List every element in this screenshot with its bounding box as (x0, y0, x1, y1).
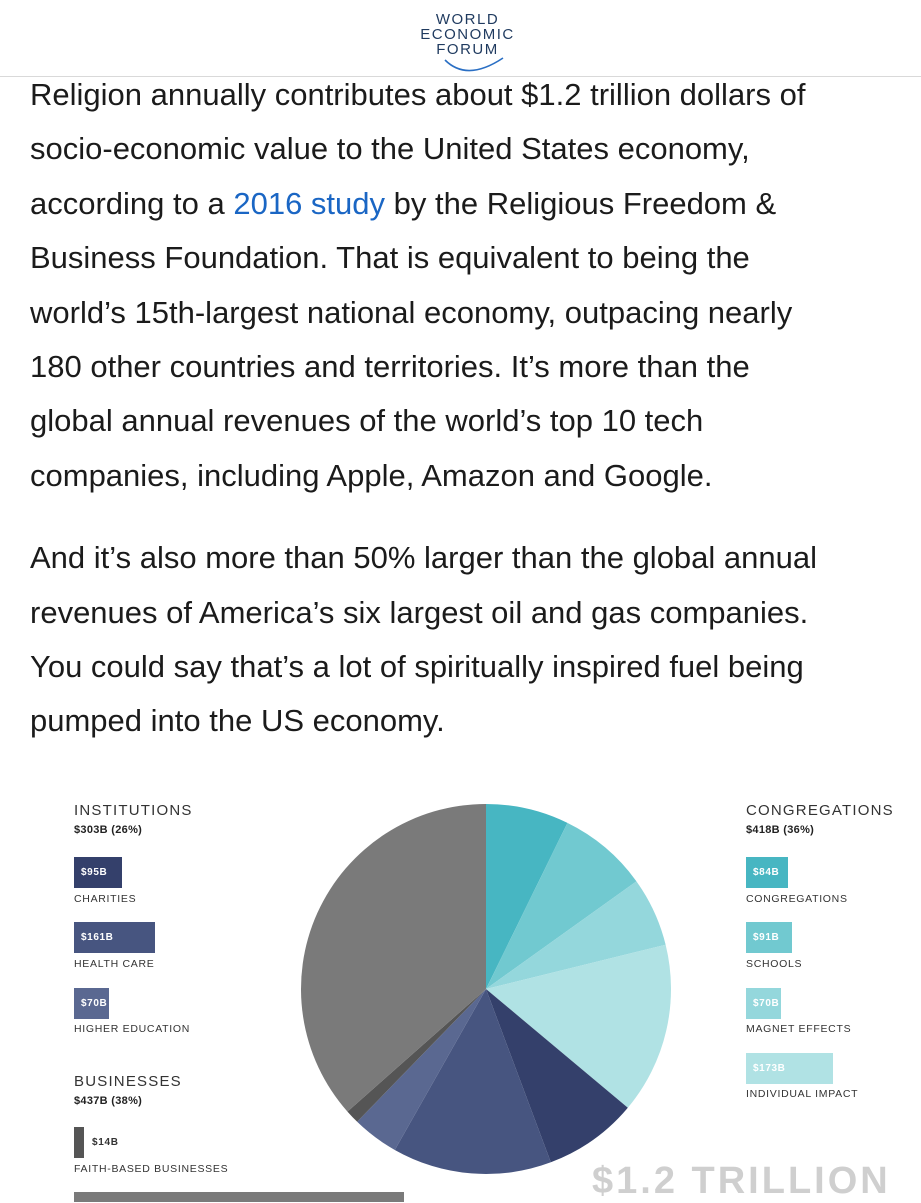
label-magnet-effects: MAGNET EFFECTS (746, 1023, 852, 1035)
bar-faith-based-businesses (74, 1127, 84, 1158)
label-individual-impact: INDIVIDUAL IMPACT (746, 1088, 859, 1100)
pie-svg (301, 804, 671, 1174)
p2-line-4: pumped into the US economy. (30, 703, 445, 739)
bar-value-health-care: $161B (81, 932, 114, 943)
pie-slice-6 (357, 989, 486, 1150)
institutions-heading: INSTITUTIONS (74, 802, 193, 819)
p1-line-4: Business Foundation. That is equivalent … (30, 240, 750, 276)
bar-businesses-partial (74, 1192, 404, 1202)
label-congregations: CONGREGATIONS (746, 893, 848, 905)
bar-schools: $91B (746, 922, 792, 953)
logo-line-1: WORLD (435, 11, 500, 28)
article-body: Religion annually contributes about $1.2… (30, 68, 921, 749)
p1-line-7: global annual revenues of the world’s to… (30, 403, 704, 439)
logo-arc-icon (444, 57, 504, 72)
label-higher-education: HIGHER EDUCATION (74, 1023, 191, 1035)
p1-line-2: socio-economic value to the United State… (30, 131, 750, 167)
pie-slice-1 (486, 822, 637, 989)
label-faith-based-businesses: FAITH-BASED BUSINESSES (74, 1163, 229, 1175)
p2-line-3: You could say that’s a lot of spirituall… (30, 648, 804, 684)
site-header: WORLD ECONOMIC FORUM (0, 0, 921, 77)
p2-line-1: And it’s also more than 50% larger than … (30, 540, 818, 576)
total-label: $1.2 TRILLION (592, 1160, 891, 1202)
bar-higher-education: $70B (74, 988, 109, 1019)
logo-line-3: FORUM (436, 41, 499, 58)
bar-congregations: $84B (746, 857, 788, 888)
p1-line-3: according to a 2016 study by the Religio… (30, 177, 921, 231)
pie-chart (300, 803, 672, 1180)
label-schools: SCHOOLS (746, 958, 803, 970)
bar-health-care: $161B (74, 922, 155, 953)
p2-line-2: revenues of America’s six largest oil an… (30, 594, 809, 630)
p1-line-8: companies, including Apple, Amazon and G… (30, 457, 713, 493)
businesses-subtotal: $437B (38%) (74, 1095, 143, 1107)
congregations-subtotal: $418B (36%) (746, 824, 815, 836)
pie-slice-3 (486, 944, 671, 1108)
bar-value-magnet-effects: $70B (753, 998, 780, 1009)
p1-line-1: Religion annually contributes about $1.2… (30, 77, 806, 112)
wef-logo[interactable]: WORLD ECONOMIC FORUM (405, 8, 530, 72)
bar-magnet-effects: $70B (746, 988, 781, 1019)
logo-line-2: ECONOMIC (420, 26, 515, 43)
bar-value-charities: $95B (81, 867, 108, 878)
p1-line-5: world’s 15th-largest national economy, o… (30, 294, 793, 330)
businesses-heading: BUSINESSES (74, 1073, 182, 1090)
bar-value-congregations: $84B (753, 867, 780, 878)
pie-slice-5 (394, 989, 551, 1174)
pie-slice-2 (486, 881, 666, 989)
bar-value-individual-impact: $173B (753, 1063, 786, 1074)
p1-line-6: 180 other countries and territories. It’… (30, 348, 750, 384)
pie-slice-8 (301, 804, 486, 1112)
pie-slice-0 (486, 804, 568, 989)
bar-value-higher-education: $70B (81, 998, 108, 1009)
bar-value-schools: $91B (753, 932, 780, 943)
bar-charities: $95B (74, 857, 122, 888)
bar-value-faith-based: $14B (92, 1137, 119, 1148)
label-health-care: HEALTH CARE (74, 958, 155, 970)
p1-text-after-link: by the Religious Freedom & (385, 185, 777, 221)
institutions-subtotal: $303B (26%) (74, 824, 143, 836)
pie-slice-4 (486, 989, 628, 1163)
congregations-heading: CONGREGATIONS (746, 802, 894, 819)
pie-slice-7 (347, 989, 486, 1122)
p1-text-before-link: according to a (30, 185, 234, 221)
study-link[interactable]: 2016 study (233, 185, 386, 221)
label-charities: CHARITIES (74, 893, 137, 905)
bar-individual-impact: $173B (746, 1053, 833, 1084)
